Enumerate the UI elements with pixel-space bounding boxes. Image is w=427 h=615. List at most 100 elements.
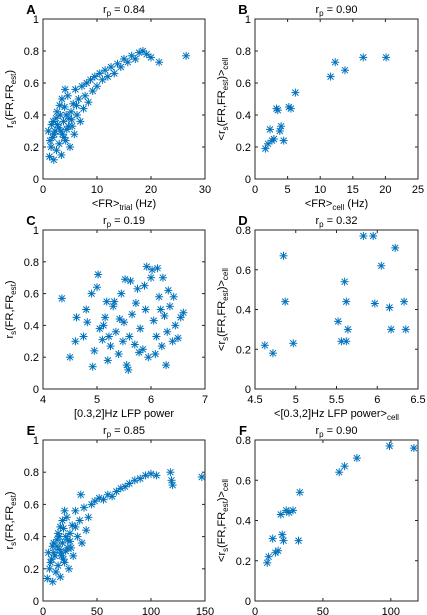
data-point	[110, 297, 119, 306]
x-tick-label: 0	[40, 606, 46, 615]
y-tick-label: 0.6	[236, 265, 251, 277]
data-point	[44, 127, 53, 135]
data-point	[171, 321, 180, 330]
data-point	[142, 262, 151, 271]
data-point	[84, 513, 93, 522]
x-tick-label: 100	[142, 606, 160, 615]
data-point	[340, 277, 349, 286]
data-point	[111, 327, 120, 336]
panel-title: rp = 0.85	[103, 425, 145, 439]
data-point	[155, 58, 164, 67]
x-tick-label: 6.5	[410, 394, 425, 406]
y-tick-label: 1	[245, 14, 251, 26]
y-tick-label: 0.2	[236, 344, 251, 356]
data-point	[81, 91, 90, 100]
data-point	[53, 107, 61, 116]
data-point	[268, 349, 277, 358]
y-tick-label: 0.4	[236, 110, 251, 122]
data-point	[87, 289, 96, 298]
data-point	[276, 510, 285, 519]
data-point	[165, 302, 174, 311]
data-point	[168, 481, 177, 490]
data-point	[90, 346, 99, 355]
y-tick-label: 0	[245, 174, 251, 186]
data-point	[115, 315, 124, 323]
data-point	[127, 51, 136, 60]
data-point	[326, 72, 335, 81]
y-tick-label: 0.2	[24, 564, 39, 576]
data-point	[123, 58, 132, 67]
data-point	[135, 348, 144, 357]
x-tick-label: 20	[145, 184, 157, 196]
data-point	[57, 294, 66, 303]
x-tick-label: 150	[196, 606, 214, 615]
data-point	[128, 310, 137, 319]
data-point	[93, 82, 101, 91]
data-point	[151, 350, 160, 358]
data-point	[76, 490, 85, 499]
data-point	[56, 572, 65, 581]
data-point	[67, 115, 76, 124]
data-point	[278, 530, 287, 539]
data-point	[88, 362, 97, 371]
data-point	[169, 292, 178, 301]
x-tick-label: 10	[314, 184, 326, 196]
data-point	[60, 133, 69, 142]
data-point	[56, 522, 65, 531]
data-point	[160, 311, 169, 320]
y-tick-label: 0.4	[24, 110, 39, 122]
data-point	[67, 107, 76, 116]
data-point	[82, 305, 91, 314]
data-point	[147, 469, 155, 478]
data-point	[385, 303, 394, 312]
data-point	[79, 332, 88, 341]
data-point	[79, 104, 88, 113]
x-axis-label: <FR>trial (Hz)	[92, 198, 156, 212]
data-point	[108, 492, 117, 501]
panel-b: 0 5 10 15 20 25 0 0.2 0.4 0.6 0.8 1B rp = 0.90 <FR>ce…	[216, 2, 424, 212]
data-point	[409, 444, 418, 453]
data-point	[46, 558, 55, 567]
data-point	[125, 332, 134, 341]
data-point	[112, 487, 121, 496]
data-point	[141, 305, 150, 314]
data-point	[116, 63, 125, 71]
data-point	[117, 289, 126, 298]
data-point	[340, 462, 349, 471]
data-point	[62, 513, 71, 522]
data-point	[69, 551, 78, 560]
data-point	[131, 299, 140, 308]
data-point	[66, 537, 74, 546]
y-tick-label: 0	[33, 174, 39, 186]
data-point	[55, 101, 64, 110]
data-point	[80, 503, 88, 512]
data-point	[155, 292, 164, 301]
panel-title: rp = 0.84	[103, 4, 145, 18]
data-point	[63, 543, 72, 552]
panel-a: 0 10 20 30 0 0.2 0.4 0.6 0.8 1A rp = 0.84 <FR>trial…	[4, 2, 211, 212]
data-point	[63, 91, 72, 100]
y-tick-label: 0.6	[24, 78, 39, 90]
data-point	[269, 135, 278, 143]
data-point	[72, 313, 81, 322]
y-axis-label: rs(FR,FRest)	[4, 280, 18, 338]
data-point	[55, 139, 64, 148]
data-point	[147, 273, 155, 282]
panel-label: A	[26, 2, 36, 17]
data-point	[295, 488, 304, 497]
panel-title: rp = 0.32	[315, 215, 357, 229]
data-point	[61, 85, 70, 94]
y-tick-label: 0.2	[236, 142, 251, 154]
data-point	[291, 88, 300, 97]
data-point	[264, 139, 272, 148]
data-point	[342, 337, 351, 346]
data-point	[64, 122, 73, 131]
data-point	[57, 548, 66, 557]
data-point	[263, 558, 272, 567]
data-point	[274, 546, 283, 555]
data-point	[101, 66, 110, 75]
y-tick-label: 0.4	[236, 305, 251, 317]
data-point	[99, 495, 108, 504]
data-point	[162, 361, 171, 370]
